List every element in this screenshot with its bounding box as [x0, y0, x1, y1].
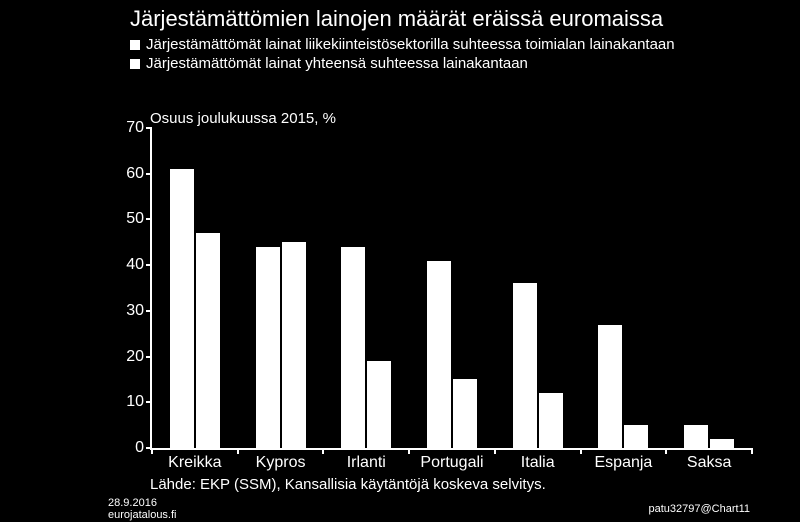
y-tick-label: 0: [104, 439, 144, 457]
x-category-label: Espanja: [595, 454, 653, 472]
bar: [513, 283, 537, 448]
chart-date: 28.9.2016: [108, 497, 157, 509]
y-tick-label: 10: [104, 393, 144, 411]
y-tick-label: 50: [104, 210, 144, 228]
x-tick-mark: [751, 448, 753, 454]
bar: [710, 439, 734, 448]
y-tick-label: 20: [104, 348, 144, 366]
y-tick-mark: [146, 401, 152, 403]
legend-item-1: Järjestämättömät lainat liikekiinteistös…: [130, 36, 675, 55]
x-tick-mark: [665, 448, 667, 454]
y-tick-mark: [146, 127, 152, 129]
legend-item-2: Järjestämättömät lainat yhteensä suhtees…: [130, 55, 675, 74]
y-tick-label: 60: [104, 165, 144, 183]
legend-text-1: Järjestämättömät lainat liikekiinteistös…: [146, 36, 675, 55]
bar: [427, 261, 451, 448]
bar: [539, 393, 563, 448]
x-category-label: Saksa: [687, 454, 731, 472]
y-tick-mark: [146, 264, 152, 266]
bar: [256, 247, 280, 448]
x-category-label: Italia: [521, 454, 555, 472]
bar: [624, 425, 648, 448]
x-category-label: Portugali: [420, 454, 483, 472]
x-tick-mark: [580, 448, 582, 454]
bar: [341, 247, 365, 448]
x-tick-mark: [408, 448, 410, 454]
x-tick-mark: [494, 448, 496, 454]
bar: [367, 361, 391, 448]
y-tick-label: 70: [104, 119, 144, 137]
chart-legend: Järjestämättömät lainat liikekiinteistös…: [130, 36, 675, 74]
x-tick-mark: [237, 448, 239, 454]
bar: [170, 169, 194, 448]
y-tick-mark: [146, 356, 152, 358]
y-tick-label: 40: [104, 256, 144, 274]
y-tick-label: 30: [104, 302, 144, 320]
chart-subtitle: Osuus joulukuussa 2015, %: [150, 110, 336, 127]
x-tick-mark: [322, 448, 324, 454]
legend-marker-icon: [130, 59, 140, 69]
bar: [453, 379, 477, 448]
x-tick-mark: [151, 448, 153, 454]
y-tick-mark: [146, 173, 152, 175]
chart-id: patu32797@Chart11: [649, 503, 750, 515]
chart-site: eurojatalous.fi: [108, 509, 177, 521]
bar: [598, 325, 622, 448]
y-tick-mark: [146, 310, 152, 312]
x-category-label: Kreikka: [168, 454, 221, 472]
legend-marker-icon: [130, 40, 140, 50]
chart-container: Järjestämättömien lainojen määrät eräiss…: [0, 0, 800, 522]
x-category-label: Irlanti: [347, 454, 386, 472]
bar: [282, 242, 306, 448]
y-tick-mark: [146, 218, 152, 220]
chart-plot-area: 010203040506070KreikkaKyprosIrlantiPortu…: [150, 128, 752, 450]
chart-source: Lähde: EKP (SSM), Kansallisia käytäntöjä…: [150, 476, 546, 493]
chart-title: Järjestämättömien lainojen määrät eräiss…: [130, 6, 663, 32]
x-category-label: Kypros: [256, 454, 306, 472]
legend-text-2: Järjestämättömät lainat yhteensä suhtees…: [146, 55, 528, 74]
bar: [196, 233, 220, 448]
bar: [684, 425, 708, 448]
